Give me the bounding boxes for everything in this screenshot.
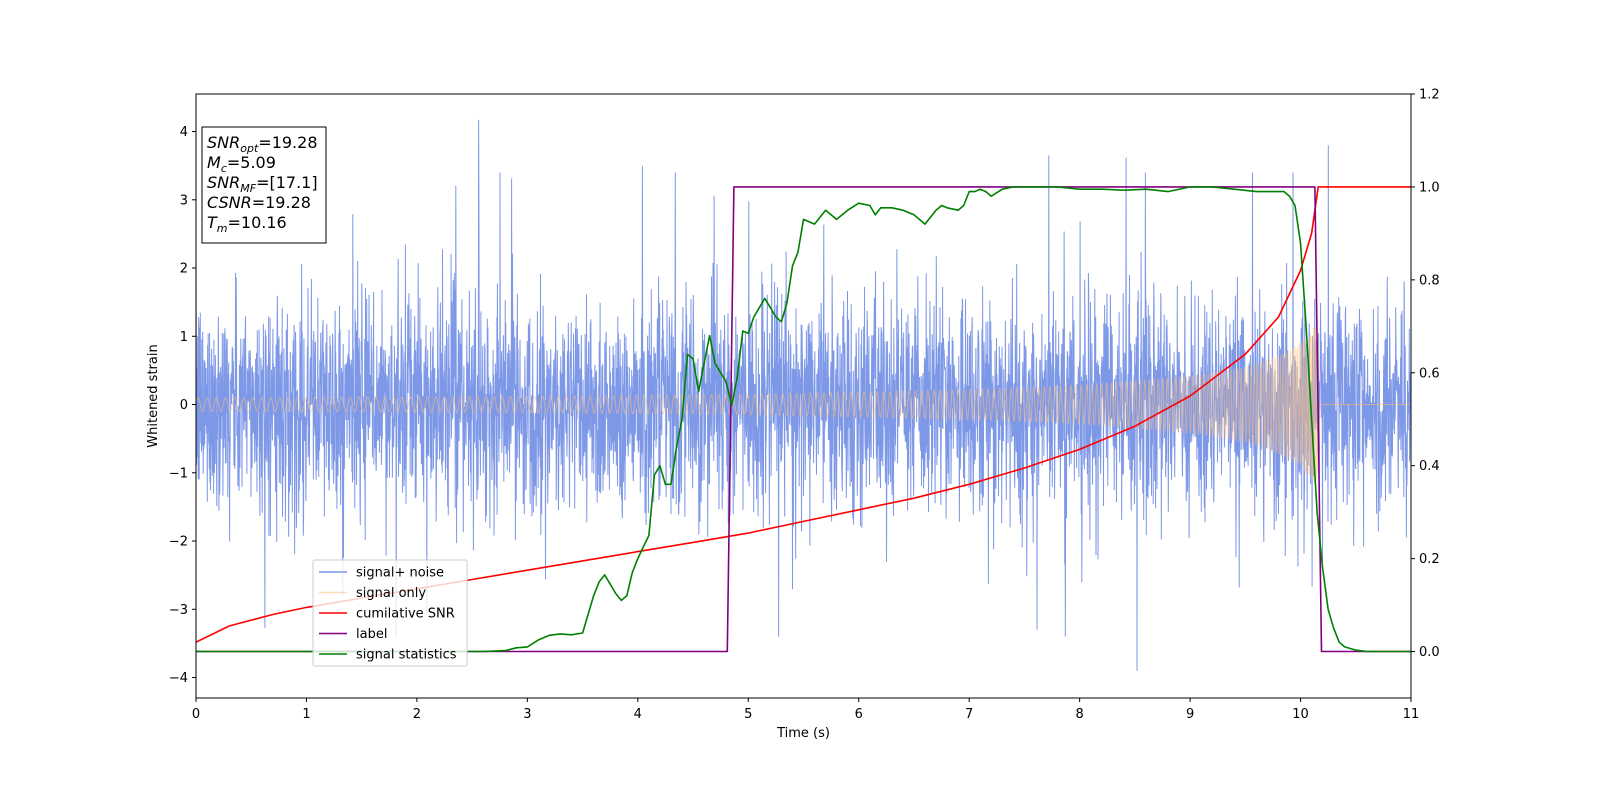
legend-label: signal statistics: [356, 648, 457, 663]
legend-label: signal only: [356, 586, 426, 601]
y-left-tick-label: −1: [169, 466, 188, 481]
y-axis-label: Whitened strain: [146, 344, 161, 447]
x-tick-label: 3: [523, 707, 531, 722]
x-tick-label: 0: [192, 707, 200, 722]
annotation-rest: =10.16: [228, 213, 287, 232]
x-tick-label: 1: [302, 707, 310, 722]
x-tick-label: 8: [1075, 707, 1083, 722]
annotation-sub: c: [221, 162, 227, 175]
y-left-tick-label: 2: [180, 262, 188, 277]
annotation-rest: =5.09: [227, 153, 276, 172]
annotation-line: CSNR=19.28: [207, 193, 311, 212]
x-tick-label: 5: [744, 707, 752, 722]
plot-frame: [195, 93, 1412, 699]
y-right-tick-label: 0.4: [1419, 459, 1440, 474]
legend-label: signal+ noise: [356, 566, 444, 581]
y-left-tick-label: −2: [169, 535, 188, 550]
y-left-tick-label: 4: [180, 125, 188, 140]
y-left-tick-label: −3: [169, 603, 188, 618]
annotation-line: SNRopt=19.28: [207, 133, 318, 155]
annotation-line: SNRMF=[17.1]: [207, 173, 318, 195]
series-signal-only-line: [196, 325, 1411, 482]
annotation-line: Mc=5.09: [207, 153, 276, 175]
x-axis-label: Time (s): [776, 726, 830, 741]
annotation-sub: m: [217, 222, 228, 235]
x-tick-label: 4: [634, 707, 642, 722]
x-tick-label: 6: [855, 707, 863, 722]
series-signal-noise-line: [196, 119, 1411, 671]
y-left-tick-label: 1: [180, 330, 188, 345]
annotation-base: CSNR: [207, 193, 252, 212]
annotation-rest: =19.28: [258, 133, 317, 152]
y-left-tick-label: −4: [169, 671, 188, 686]
y-right-tick-label: 1.0: [1419, 180, 1440, 195]
y-right-tick-label: 0.2: [1419, 552, 1440, 567]
y-right-tick-label: 1.2: [1419, 88, 1440, 103]
x-tick-label: 10: [1292, 707, 1309, 722]
annotation-line: Tm=10.16: [207, 213, 287, 235]
annotation-box: [201, 126, 327, 244]
y-right-tick-label: 0.8: [1419, 273, 1440, 288]
annotation-sub: MF: [240, 182, 256, 195]
legend-label: cumilative SNR: [356, 607, 455, 622]
annotation-rest: =19.28: [252, 193, 311, 212]
legend-box: [312, 559, 468, 667]
annotation-base: T: [207, 213, 218, 232]
annotation-base: M: [207, 153, 221, 172]
annotation-base: SNR: [207, 133, 240, 152]
x-tick-label: 9: [1186, 707, 1194, 722]
y-right-tick-label: 0.6: [1419, 366, 1440, 381]
x-tick-label: 7: [965, 707, 973, 722]
legend-label: label: [356, 627, 387, 642]
annotation-rest: =[17.1]: [256, 173, 318, 192]
series-signal-statistics-line: [196, 186, 1411, 653]
y-left-tick-label: 0: [180, 398, 188, 413]
annotation-base: SNR: [207, 173, 240, 192]
x-tick-label: 11: [1403, 707, 1420, 722]
y-left-tick-label: 3: [180, 193, 188, 208]
x-tick-label: 2: [413, 707, 421, 722]
y-right-tick-label: 0.0: [1419, 645, 1440, 660]
annotation-sub: opt: [240, 142, 259, 155]
